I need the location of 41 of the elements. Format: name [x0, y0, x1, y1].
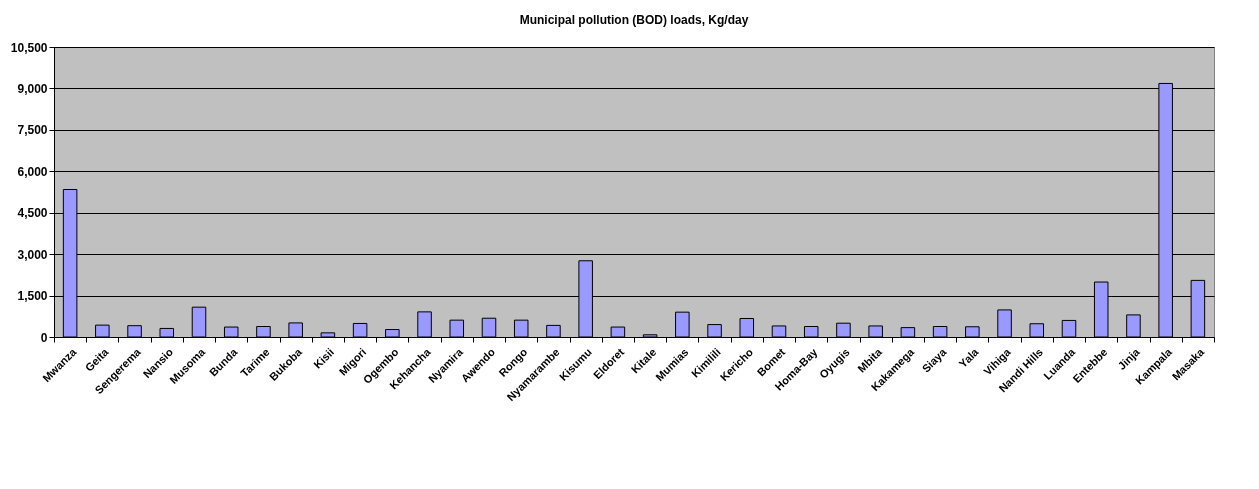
bar	[771, 325, 787, 338]
bar	[1061, 319, 1077, 338]
x-tick-label: Yala	[956, 345, 982, 370]
y-tick-label: 9,000	[17, 81, 48, 96]
bar	[159, 327, 175, 338]
bar	[481, 317, 497, 338]
bar	[320, 332, 336, 338]
y-tick-label: 7,500	[17, 123, 48, 138]
y-tick-label: 6,000	[17, 164, 48, 179]
bar	[803, 326, 819, 338]
bar	[1029, 323, 1045, 338]
bar	[707, 324, 722, 338]
bar	[675, 311, 690, 338]
bar	[513, 319, 529, 338]
bar	[95, 324, 110, 338]
bar	[256, 326, 271, 338]
bar	[449, 319, 465, 338]
bar	[932, 326, 948, 338]
bar	[836, 322, 851, 338]
bar	[546, 324, 561, 338]
bar	[385, 329, 400, 338]
bar	[288, 322, 303, 338]
bar	[191, 306, 207, 338]
bar	[868, 325, 883, 338]
bar	[1126, 314, 1141, 338]
chart-title: Municipal pollution (BOD) loads, Kg/day	[519, 13, 749, 27]
bar	[900, 327, 916, 338]
bar	[965, 326, 980, 338]
bar	[739, 318, 755, 338]
bar	[417, 311, 432, 338]
y-tick-label: 3,000	[17, 247, 48, 262]
bar	[352, 322, 368, 338]
y-tick-label: 4,500	[17, 206, 48, 221]
bar	[610, 326, 626, 338]
y-tick-label: 10,500	[10, 40, 48, 55]
bar	[997, 309, 1012, 338]
y-tick-label: 1,500	[17, 289, 48, 304]
y-tick-label: 0	[40, 330, 48, 345]
bar	[642, 334, 658, 338]
bar	[127, 325, 142, 338]
bar	[223, 326, 239, 338]
